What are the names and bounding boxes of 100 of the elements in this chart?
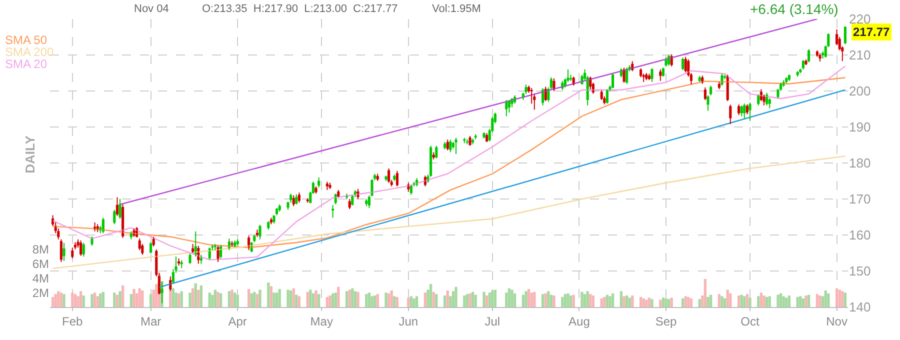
bar bbox=[177, 293, 180, 307]
bar bbox=[746, 294, 749, 307]
bar bbox=[432, 292, 435, 307]
y-tick-label: 220 bbox=[849, 12, 871, 27]
bar bbox=[625, 295, 628, 307]
bar bbox=[236, 294, 239, 307]
bar bbox=[286, 290, 290, 307]
bar bbox=[508, 288, 511, 307]
bar bbox=[706, 296, 710, 307]
bar bbox=[561, 296, 564, 307]
bar bbox=[709, 294, 712, 307]
bar bbox=[435, 294, 438, 307]
bar bbox=[393, 296, 396, 307]
x-tick-label: May bbox=[310, 314, 333, 328]
x-tick-label: Mar bbox=[140, 314, 162, 328]
bar bbox=[194, 283, 197, 307]
x-tick-label: Sep bbox=[655, 314, 677, 328]
y-tick-label: 200 bbox=[849, 84, 871, 99]
bar bbox=[278, 289, 281, 307]
bar bbox=[463, 295, 466, 307]
text: SMA 20 bbox=[5, 57, 48, 71]
bar bbox=[494, 290, 497, 307]
bar bbox=[631, 295, 634, 307]
bar bbox=[356, 292, 360, 307]
bar bbox=[726, 290, 729, 307]
bar bbox=[533, 292, 536, 307]
bar bbox=[835, 288, 838, 307]
bar bbox=[191, 288, 194, 307]
bar bbox=[373, 295, 376, 307]
bar bbox=[443, 295, 446, 307]
bar bbox=[620, 291, 623, 307]
bar bbox=[272, 292, 276, 307]
y2-tick-label: 4M bbox=[32, 271, 49, 286]
bar bbox=[312, 293, 315, 307]
bar bbox=[768, 296, 771, 307]
bar bbox=[698, 299, 701, 307]
bar bbox=[600, 298, 603, 307]
x-tick-label: Nov bbox=[826, 314, 848, 328]
bar bbox=[387, 293, 390, 307]
bar bbox=[572, 294, 575, 307]
bar bbox=[454, 286, 458, 307]
bar bbox=[589, 294, 592, 307]
bar bbox=[802, 298, 805, 307]
bar bbox=[488, 292, 491, 307]
text: 217.77 bbox=[853, 25, 890, 39]
bar bbox=[208, 292, 211, 307]
bar bbox=[446, 290, 449, 307]
bar bbox=[424, 292, 427, 307]
bar bbox=[471, 292, 474, 307]
bar bbox=[258, 290, 262, 307]
bar bbox=[368, 292, 371, 307]
bar bbox=[639, 296, 642, 307]
bar bbox=[779, 293, 782, 307]
bar bbox=[762, 295, 766, 307]
bar bbox=[723, 298, 726, 307]
x-tick-label: Apr bbox=[228, 314, 247, 328]
bar bbox=[289, 290, 292, 307]
bar bbox=[804, 295, 808, 307]
y2-tick-label: 6M bbox=[32, 257, 49, 271]
bar bbox=[648, 298, 651, 307]
y-tick-label: 140 bbox=[849, 300, 871, 315]
bar bbox=[149, 294, 152, 307]
bar bbox=[253, 292, 256, 307]
bar bbox=[827, 293, 830, 307]
x-tick-label: Oct bbox=[740, 314, 760, 328]
bar bbox=[228, 291, 231, 307]
bar bbox=[267, 282, 270, 307]
bar bbox=[704, 278, 707, 307]
bar bbox=[720, 296, 724, 307]
bar bbox=[429, 284, 432, 307]
bar bbox=[760, 292, 763, 307]
bar bbox=[796, 296, 799, 307]
bar bbox=[505, 292, 508, 307]
y2-tick-label: 2M bbox=[32, 286, 49, 300]
text: Nov 04 bbox=[134, 3, 169, 15]
bar bbox=[681, 298, 684, 307]
bar bbox=[816, 294, 819, 307]
bar bbox=[172, 288, 175, 307]
bar bbox=[580, 292, 584, 307]
y-tick-label: 170 bbox=[849, 192, 871, 207]
bar bbox=[737, 295, 740, 307]
x-tick-label: Jun bbox=[398, 314, 418, 328]
bar bbox=[684, 296, 687, 307]
bar bbox=[844, 292, 847, 307]
bar bbox=[306, 292, 309, 307]
bar bbox=[513, 293, 516, 307]
bar bbox=[230, 290, 234, 307]
bar bbox=[452, 291, 455, 307]
bar bbox=[606, 294, 609, 307]
bar bbox=[782, 296, 785, 307]
bar bbox=[765, 296, 768, 307]
bar bbox=[200, 285, 203, 307]
y-tick-label: 150 bbox=[849, 264, 871, 279]
bar bbox=[250, 293, 253, 307]
bar bbox=[485, 295, 488, 307]
bar bbox=[384, 292, 388, 307]
bar bbox=[622, 296, 626, 307]
bar bbox=[337, 286, 340, 307]
bar bbox=[510, 290, 514, 307]
bar bbox=[491, 290, 494, 307]
